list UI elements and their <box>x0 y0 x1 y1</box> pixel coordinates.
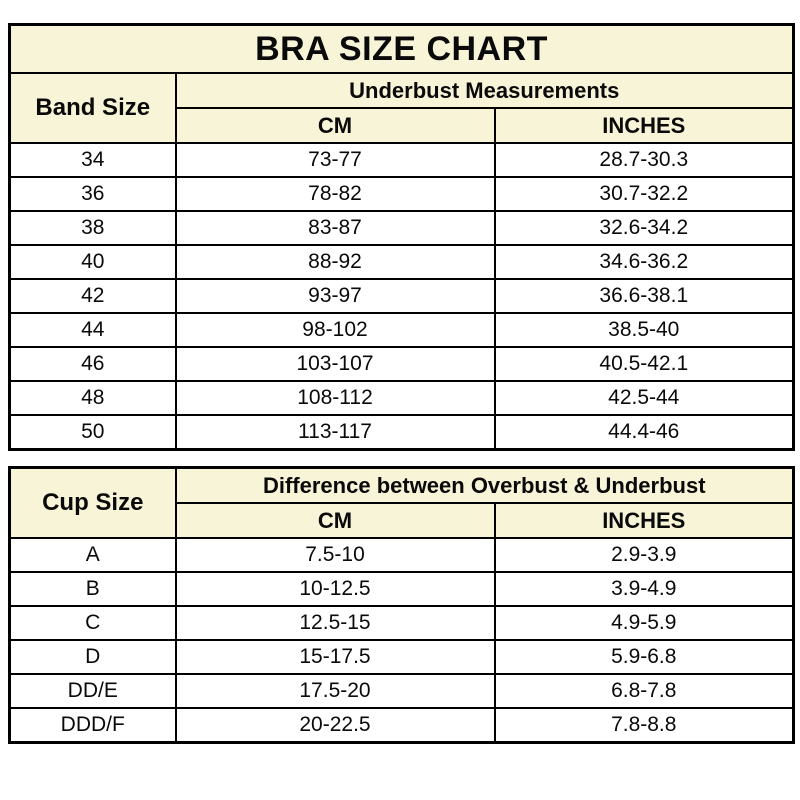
column-header-cm: CM <box>174 107 496 144</box>
inches-range-cell: 28.7-30.3 <box>493 142 795 178</box>
cm-range-cell: 103-107 <box>174 346 496 382</box>
cm-range-cell: 88-92 <box>174 244 496 280</box>
cup-size-cell: A <box>8 537 177 573</box>
inches-range-cell: 42.5-44 <box>493 380 795 416</box>
table-row: A 7.5-10 2.9-3.9 <box>8 537 795 573</box>
inches-range-cell: 4.9-5.9 <box>493 605 795 641</box>
cup-size-cell: C <box>8 605 177 641</box>
band-size-cell: 36 <box>8 176 177 212</box>
cm-range-cell: 12.5-15 <box>174 605 496 641</box>
table-row: 38 83-87 32.6-34.2 <box>8 210 795 246</box>
cm-range-cell: 7.5-10 <box>174 537 496 573</box>
table-row: DDD/F 20-22.5 7.8-8.8 <box>8 707 795 744</box>
table-row: 34 73-77 28.7-30.3 <box>8 142 795 178</box>
difference-group-header: Difference between Overbust & Underbust <box>174 466 795 504</box>
inches-range-cell: 36.6-38.1 <box>493 278 795 314</box>
cm-range-cell: 93-97 <box>174 278 496 314</box>
table-row: 50 113-117 44.4-46 <box>8 414 795 451</box>
cm-range-cell: 15-17.5 <box>174 639 496 675</box>
underbust-group-header: Underbust Measurements <box>174 72 795 109</box>
table-row: 48 108-112 42.5-44 <box>8 380 795 416</box>
cup-size-table: Cup Size Difference between Overbust & U… <box>8 466 796 744</box>
band-size-cell: 44 <box>8 312 177 348</box>
table-row: DD/E 17.5-20 6.8-7.8 <box>8 673 795 709</box>
band-size-cell: 40 <box>8 244 177 280</box>
cm-range-cell: 17.5-20 <box>174 673 496 709</box>
cup-size-header: Cup Size <box>8 466 177 539</box>
cup-size-cell: DD/E <box>8 673 177 709</box>
inches-range-cell: 5.9-6.8 <box>493 639 795 675</box>
table-row: 42 93-97 36.6-38.1 <box>8 278 795 314</box>
cm-range-cell: 108-112 <box>174 380 496 416</box>
table-row: 46 103-107 40.5-42.1 <box>8 346 795 382</box>
table-row: C 12.5-15 4.9-5.9 <box>8 605 795 641</box>
inches-range-cell: 7.8-8.8 <box>493 707 795 744</box>
table-row: B 10-12.5 3.9-4.9 <box>8 571 795 607</box>
column-header-cm: CM <box>174 502 496 539</box>
cm-range-cell: 113-117 <box>174 414 496 451</box>
column-header-inches: INCHES <box>493 502 795 539</box>
inches-range-cell: 32.6-34.2 <box>493 210 795 246</box>
band-size-cell: 38 <box>8 210 177 246</box>
band-size-table: BRA SIZE CHART Band Size Underbust Measu… <box>8 23 796 451</box>
inches-range-cell: 38.5-40 <box>493 312 795 348</box>
inches-range-cell: 3.9-4.9 <box>493 571 795 607</box>
cup-size-cell: B <box>8 571 177 607</box>
inches-range-cell: 34.6-36.2 <box>493 244 795 280</box>
table-row: 36 78-82 30.7-32.2 <box>8 176 795 212</box>
band-size-header: Band Size <box>8 72 177 144</box>
inches-range-cell: 30.7-32.2 <box>493 176 795 212</box>
inches-range-cell: 6.8-7.8 <box>493 673 795 709</box>
cm-range-cell: 98-102 <box>174 312 496 348</box>
band-size-cell: 46 <box>8 346 177 382</box>
chart-title: BRA SIZE CHART <box>8 23 795 74</box>
cm-range-cell: 78-82 <box>174 176 496 212</box>
cup-size-cell: DDD/F <box>8 707 177 744</box>
band-size-cell: 48 <box>8 380 177 416</box>
band-size-cell: 34 <box>8 142 177 178</box>
inches-range-cell: 40.5-42.1 <box>493 346 795 382</box>
band-size-cell: 50 <box>8 414 177 451</box>
table-row: 44 98-102 38.5-40 <box>8 312 795 348</box>
inches-range-cell: 2.9-3.9 <box>493 537 795 573</box>
table-row: D 15-17.5 5.9-6.8 <box>8 639 795 675</box>
cup-size-cell: D <box>8 639 177 675</box>
cm-range-cell: 20-22.5 <box>174 707 496 744</box>
chart-container: BRA SIZE CHART Band Size Underbust Measu… <box>8 23 796 744</box>
cm-range-cell: 10-12.5 <box>174 571 496 607</box>
inches-range-cell: 44.4-46 <box>493 414 795 451</box>
table-row: 40 88-92 34.6-36.2 <box>8 244 795 280</box>
column-header-inches: INCHES <box>493 107 795 144</box>
cm-range-cell: 83-87 <box>174 210 496 246</box>
band-size-cell: 42 <box>8 278 177 314</box>
cm-range-cell: 73-77 <box>174 142 496 178</box>
